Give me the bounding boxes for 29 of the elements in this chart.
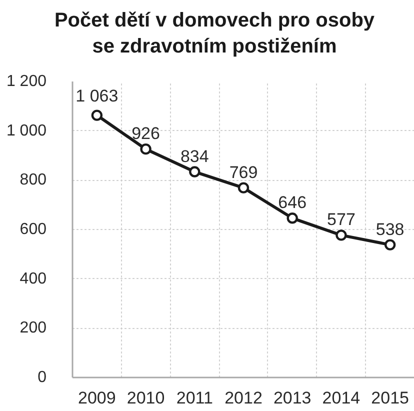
data-label: 538: [376, 220, 404, 239]
data-label: 769: [229, 162, 258, 182]
x-tick-label: 2011: [176, 388, 213, 408]
x-tick-label: 2010: [126, 388, 165, 408]
point: [286, 212, 298, 224]
data-label: 577: [327, 210, 356, 230]
y-tick-label: 800: [20, 172, 47, 189]
data-label: 1 063: [76, 86, 118, 106]
point: [140, 143, 152, 155]
y-tick-label: 600: [20, 221, 47, 238]
point: [336, 230, 347, 241]
chart-title: Počet dětí v domovech pro osoby se zdravotním postižením: [54, 10, 376, 58]
data-label: 646: [278, 193, 307, 212]
x-tick-label: 2014: [322, 388, 360, 408]
x-tick-label: 2015: [371, 388, 409, 408]
data-label: 834: [180, 146, 209, 166]
point: [91, 110, 103, 121]
x-tick-label: 2013: [273, 388, 312, 408]
y-tick-label: 0: [38, 369, 47, 386]
y-tick-label: 1 200: [6, 73, 47, 90]
point: [189, 166, 200, 178]
y-tick-label: 400: [20, 270, 47, 288]
data-label: 926: [132, 124, 160, 144]
y-tick-label: 200: [20, 320, 47, 337]
point: [384, 239, 396, 250]
x-tick-label: 2012: [224, 388, 262, 408]
point: [238, 182, 250, 194]
y-tick-label: 1 000: [6, 122, 47, 140]
x-tick-label: 2009: [78, 388, 116, 408]
